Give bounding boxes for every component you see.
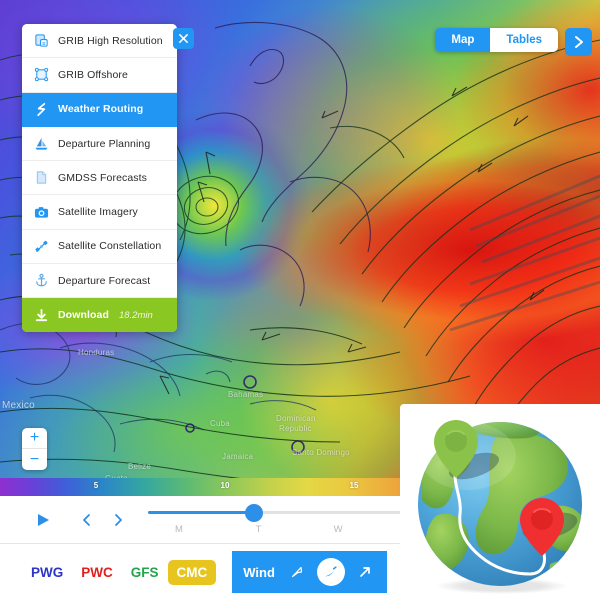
menu-item-satellite-constellation[interactable]: Satellite Constellation — [22, 229, 177, 265]
close-icon — [179, 34, 188, 43]
route-zigzag-icon — [31, 100, 51, 118]
play-icon — [38, 513, 49, 526]
menu-item-label: GRIB High Resolution — [58, 34, 163, 47]
sailboat-icon — [31, 135, 51, 153]
wind-label: Wind — [243, 564, 275, 580]
wind-arrow-outline-icon[interactable] — [286, 561, 308, 583]
menu-item-gmdss-forecasts[interactable]: GMDSS Forecasts — [22, 161, 177, 196]
close-menu-button[interactable] — [173, 28, 194, 49]
download-button[interactable]: Download 18.2min — [22, 298, 177, 333]
slider-track — [148, 510, 590, 514]
zoom-in-button[interactable]: + — [22, 428, 47, 449]
scale-tick: 5 — [93, 481, 99, 490]
route-globe-card — [400, 404, 600, 600]
model-button-pwg[interactable]: PWG — [31, 564, 64, 580]
menu-item-departure-planning[interactable]: Departure Planning — [22, 126, 177, 162]
menu-item-weather-routing[interactable]: Weather Routing — [22, 92, 177, 127]
camera-icon — [31, 203, 51, 221]
view-mode-toggle[interactable]: Map Tables — [435, 28, 558, 52]
tab-map[interactable]: Map — [435, 28, 491, 52]
model-button-cmc[interactable]: CMC — [167, 559, 217, 585]
chevron-left-icon — [82, 513, 90, 526]
day-label: T — [255, 523, 262, 535]
chevron-right-icon — [114, 513, 122, 526]
menu-item-satellite-imagery[interactable]: Satellite Imagery — [22, 195, 177, 230]
route-globe-graphic — [418, 420, 582, 594]
zoom-out-button[interactable]: − — [29, 450, 40, 468]
menu-item-label: Satellite Imagery — [58, 206, 138, 219]
model-selector[interactable]: PWG PWC GFS CMC — [22, 559, 217, 585]
menu-item-grib-high-resolution[interactable]: GRIB High Resolution — [22, 24, 177, 59]
menu-item-grib-offshore[interactable]: GRIB Offshore — [22, 58, 177, 93]
previous-step-button[interactable] — [78, 512, 94, 528]
wind-layer-group[interactable]: Wind — [232, 551, 387, 593]
menu-item-label: Satellite Constellation — [58, 240, 162, 253]
map-zoom-controls[interactable]: + − — [22, 428, 47, 470]
play-button[interactable] — [33, 512, 53, 528]
next-step-button[interactable] — [110, 512, 126, 528]
slider-track-fill — [148, 510, 255, 514]
day-label: W — [333, 523, 343, 535]
document-icon — [31, 169, 51, 187]
scale-tick: 15 — [349, 481, 359, 490]
menu-item-label: Weather Routing — [58, 103, 144, 116]
menu-item-label: Departure Forecast — [58, 274, 151, 287]
chevron-right-icon — [574, 36, 583, 48]
tools-dropdown-menu[interactable]: GRIB High Resolution GRIB Offshore Weather… — [22, 24, 177, 333]
wind-arrow-icon[interactable] — [354, 561, 376, 583]
download-label: Download — [58, 309, 109, 322]
day-label: M — [174, 523, 183, 535]
menu-item-departure-forecast[interactable]: Departure Forecast — [22, 264, 177, 299]
download-time: 18.2min — [118, 309, 153, 321]
menu-item-label: GRIB Offshore — [58, 68, 128, 81]
menu-item-label: Departure Planning — [58, 137, 151, 150]
download-icon — [31, 306, 51, 324]
grib-area-icon — [31, 66, 51, 84]
model-button-pwc[interactable]: PWC — [81, 564, 113, 580]
wind-barb-filled-icon[interactable] — [316, 558, 345, 586]
expand-panel-button[interactable] — [565, 28, 592, 56]
anchor-icon — [31, 272, 51, 290]
grib-document-icon — [31, 32, 51, 50]
satellite-icon — [31, 237, 51, 255]
start-pin-icon — [434, 420, 478, 478]
model-button-gfs[interactable]: GFS — [130, 564, 159, 580]
menu-item-label: GMDSS Forecasts — [58, 171, 148, 184]
end-pin-icon — [520, 498, 564, 556]
scale-tick: 10 — [220, 481, 230, 490]
tab-tables[interactable]: Tables — [490, 28, 558, 52]
slider-knob[interactable] — [245, 503, 264, 522]
